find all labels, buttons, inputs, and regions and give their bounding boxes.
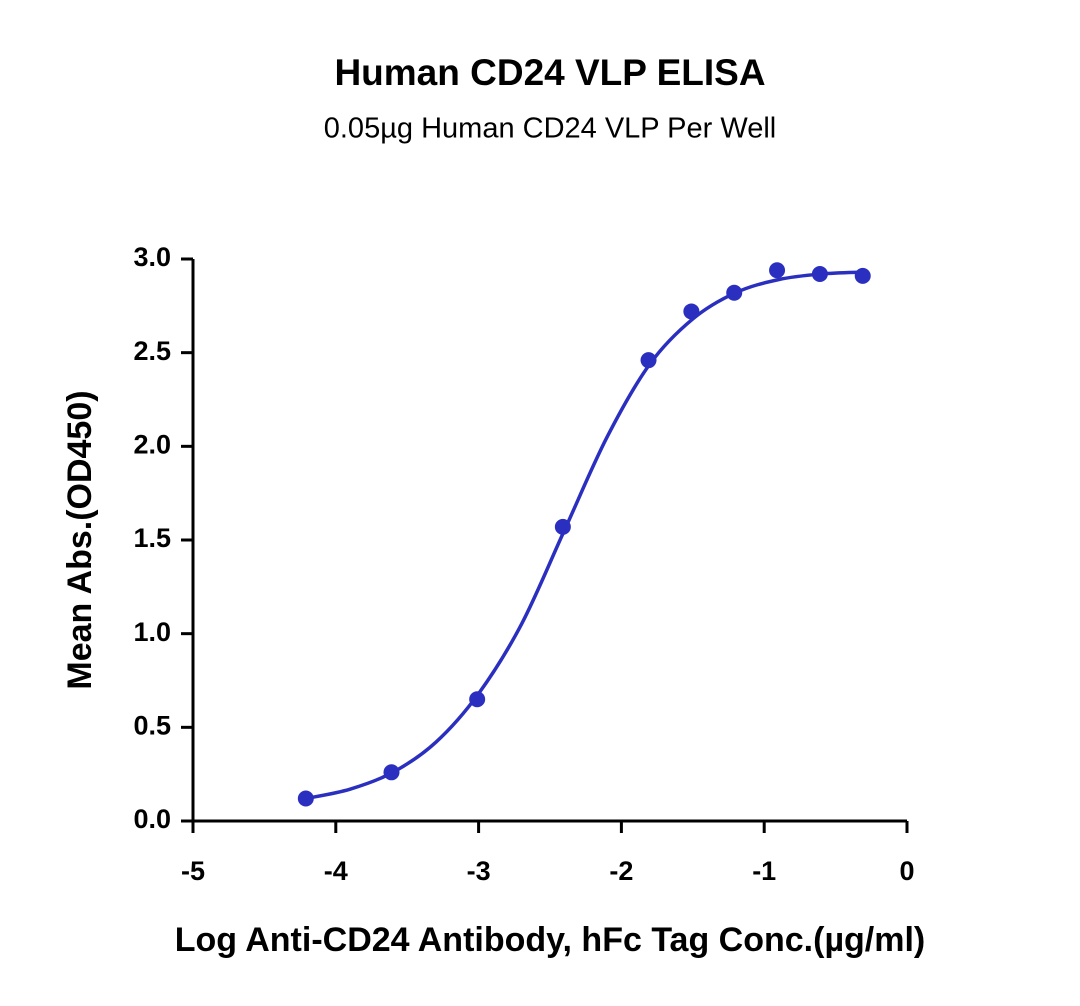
fit-curve <box>305 270 863 801</box>
data-point <box>811 265 828 282</box>
x-tick-label: -4 <box>324 856 348 886</box>
data-point <box>640 352 657 369</box>
data-point <box>554 518 571 535</box>
y-tick-label: 1.5 <box>133 523 171 553</box>
y-tick-label: 3.0 <box>133 242 171 272</box>
data-point <box>726 284 743 301</box>
x-axis-label: Log Anti-CD24 Antibody, hFc Tag Conc.(µg… <box>175 921 926 959</box>
data-point <box>854 267 871 284</box>
chart-subtitle: 0.05µg Human CD24 VLP Per Well <box>324 113 776 145</box>
y-tick-label: 0.5 <box>133 710 171 740</box>
y-axis-label: Mean Abs.(OD450) <box>61 390 99 689</box>
y-tick-label: 2.0 <box>133 429 171 459</box>
data-point <box>383 764 400 781</box>
x-tick-label: -3 <box>467 856 491 886</box>
data-point <box>297 790 314 807</box>
y-tick-label: 1.0 <box>133 617 171 647</box>
data-point <box>769 262 786 279</box>
y-tick-label: 2.5 <box>133 336 171 366</box>
data-point <box>469 691 486 708</box>
x-tick-label: -1 <box>752 856 776 886</box>
chart-title: Human CD24 VLP ELISA <box>334 52 765 93</box>
x-tick-label: -5 <box>181 856 205 886</box>
y-tick-label: 0.0 <box>133 804 171 834</box>
data-point <box>683 303 700 320</box>
x-tick-label: 0 <box>899 856 914 886</box>
x-tick-label: -2 <box>609 856 633 886</box>
